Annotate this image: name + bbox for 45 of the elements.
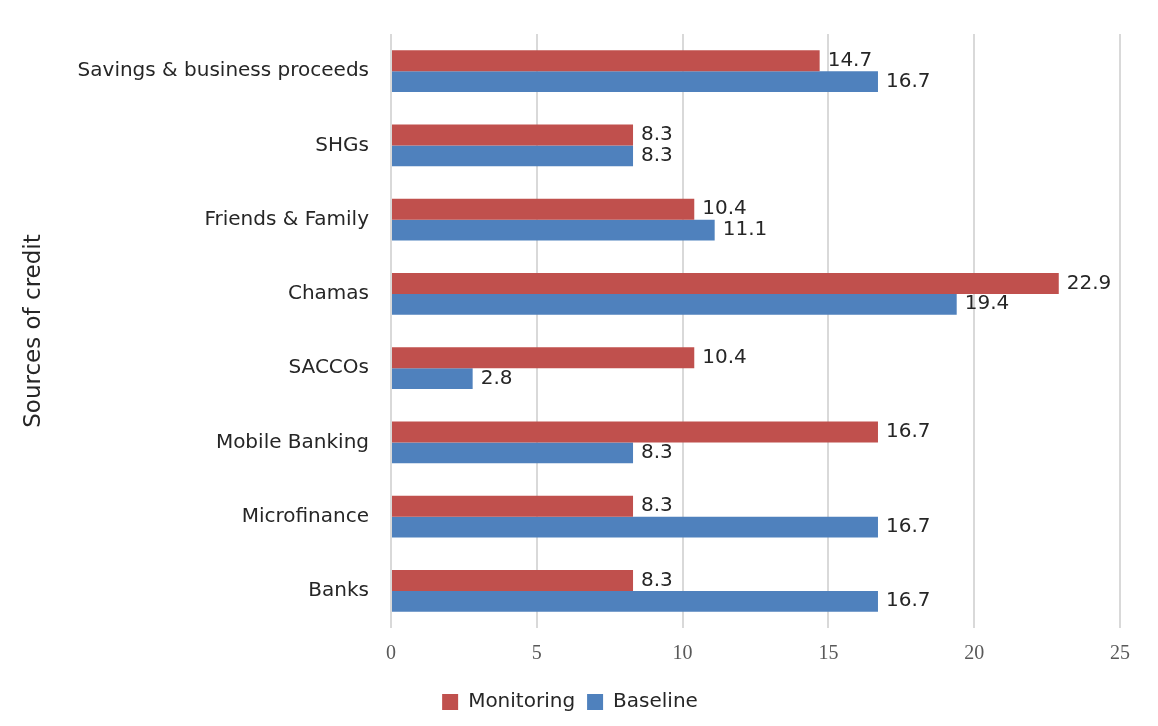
- bar: [392, 347, 695, 369]
- bar: [392, 570, 634, 591]
- y-tick-label: Chamas: [287, 280, 370, 305]
- y-axis-title: Sources of credit: [18, 234, 45, 428]
- y-tick-label: Mobile Banking: [215, 428, 370, 453]
- bar: [392, 368, 473, 389]
- legend-label: Monitoring: [468, 688, 576, 713]
- data-label: 16.7: [885, 418, 931, 443]
- x-tick-label: 0: [386, 641, 397, 664]
- y-tick-label: Microfinance: [241, 502, 370, 527]
- bar: [392, 590, 878, 612]
- x-tick-label: 25: [1110, 641, 1130, 664]
- data-label: 8.3: [641, 492, 673, 517]
- x-tick-label: 10: [672, 641, 693, 664]
- bar: [392, 442, 634, 464]
- y-tick-label: SACCOs: [288, 354, 370, 379]
- data-label: 16.7: [885, 587, 931, 612]
- bar: [392, 421, 878, 443]
- y-tick-label: Friends & Family: [204, 205, 370, 230]
- bar: [392, 50, 820, 72]
- legend-label: Baseline: [613, 688, 698, 713]
- x-tick-label: 5: [531, 641, 542, 664]
- x-tick-label: 15: [818, 641, 839, 664]
- bar: [392, 145, 634, 167]
- bar: [392, 219, 715, 241]
- y-tick-label: Savings & business proceeds: [77, 57, 370, 82]
- data-label: 8.3: [641, 566, 673, 591]
- y-tick-label: Banks: [308, 577, 370, 602]
- data-label: 16.7: [885, 67, 931, 92]
- data-label: 10.4: [702, 343, 747, 368]
- y-tick-label: SHGs: [315, 131, 370, 156]
- bar: [392, 71, 878, 92]
- bar: [392, 198, 695, 220]
- bar: [392, 516, 878, 538]
- data-label: 16.7: [885, 513, 931, 538]
- data-label: 8.3: [641, 438, 673, 463]
- bar: [392, 495, 634, 517]
- data-label: 2.8: [480, 364, 513, 389]
- data-label: 14.7: [827, 46, 873, 71]
- x-tick-label: 20: [964, 641, 985, 664]
- bar: [392, 293, 957, 315]
- data-label: 19.4: [964, 290, 1010, 315]
- bar: [392, 273, 1059, 294]
- bar: [392, 124, 634, 146]
- data-label: 22.9: [1066, 269, 1112, 294]
